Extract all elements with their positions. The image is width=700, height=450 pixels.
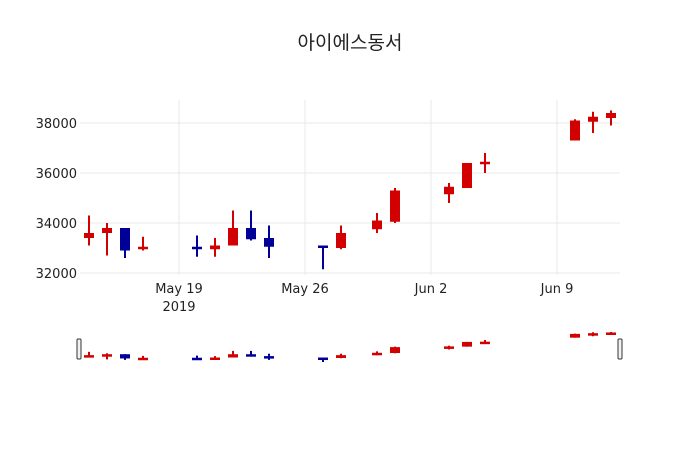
y-tick-label: 36000: [36, 167, 77, 182]
candle: [246, 210, 256, 241]
slider-candle: [120, 354, 130, 360]
y-tick-label: 38000: [36, 117, 77, 132]
y-axis: 32000 34000 36000 38000: [36, 117, 77, 282]
candle: [444, 183, 454, 203]
range-slider[interactable]: [76, 332, 623, 362]
x-tick-year: 2019: [162, 300, 195, 315]
x-tick-label: May 26: [281, 282, 329, 297]
slider-candle: [588, 332, 598, 337]
candle: [264, 225, 274, 258]
slider-candle: [444, 345, 454, 350]
candle: [606, 110, 616, 126]
slider-handle-left[interactable]: [76, 338, 82, 360]
x-tick-label: Jun 2: [414, 282, 448, 297]
candle: [372, 213, 382, 233]
candle: [228, 210, 238, 246]
candle: [84, 215, 94, 246]
candle: [138, 236, 148, 251]
slider-candle: [318, 357, 328, 362]
slider-handle-right[interactable]: [617, 338, 623, 360]
y-tick-label: 34000: [36, 217, 77, 232]
candle: [588, 111, 598, 133]
slider-candle: [606, 332, 616, 335]
candles: [84, 110, 616, 270]
slider-candle: [390, 346, 400, 354]
slider-candle: [480, 340, 490, 345]
x-axis: May 19 2019 May 26 Jun 2 Jun 9: [155, 282, 573, 315]
candle: [336, 225, 346, 250]
slider-candle: [210, 356, 220, 361]
slider-candle: [462, 341, 472, 347]
slider-candle: [192, 355, 202, 361]
y-tick-label: 32000: [36, 267, 77, 282]
gridlines: [80, 100, 620, 275]
slider-candle: [570, 333, 580, 338]
candle: [102, 223, 112, 256]
chart-title: 아이에스동서: [297, 32, 403, 54]
slider-candle: [372, 351, 382, 356]
slider-candle: [264, 353, 274, 360]
candle: [210, 238, 220, 257]
x-tick-label: May 19: [155, 282, 203, 297]
slider-candle: [228, 350, 238, 358]
slider-candle: [138, 355, 148, 361]
slider-candle: [246, 350, 256, 357]
candle: [318, 245, 328, 270]
slider-candle: [84, 351, 94, 358]
slider-candle: [336, 353, 346, 359]
candle: [462, 163, 472, 188]
slider-candle: [102, 353, 112, 360]
candle: [120, 228, 130, 258]
candle: [480, 153, 490, 173]
candle: [570, 119, 580, 141]
candle: [390, 188, 400, 223]
x-tick-label: Jun 9: [540, 282, 574, 297]
candle: [192, 235, 202, 257]
